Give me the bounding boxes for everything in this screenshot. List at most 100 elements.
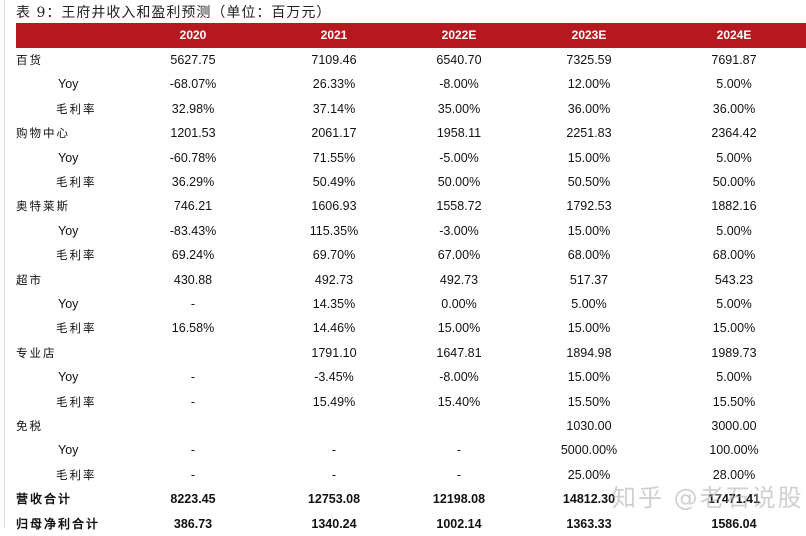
table-row: 超市 430.88 492.73 492.73 517.37 543.23 xyxy=(16,268,806,292)
table-cell: 25.00% xyxy=(567,467,611,482)
table-cell: 6540.70 xyxy=(436,53,482,67)
table-cell: - xyxy=(190,370,196,385)
table-cell: 15.50% xyxy=(712,394,756,409)
table-cell: - xyxy=(331,467,337,482)
table-row: Yoy - 14.35% 0.00% 5.00% 5.00% xyxy=(16,292,806,316)
table-cell: - xyxy=(190,394,196,409)
row-label: Yoy xyxy=(58,297,79,311)
left-border xyxy=(4,0,5,528)
row-label: 毛利率 xyxy=(56,467,97,482)
row-label: 毛利率 xyxy=(56,394,97,409)
row-label: 毛利率 xyxy=(56,175,97,189)
table-row: Yoy - -3.45% -8.00% 15.00% 5.00% xyxy=(16,365,806,389)
table-row: 毛利率 - 15.49% 15.40% 15.50% 15.50% xyxy=(16,390,806,414)
table-cell: 68.00% xyxy=(567,248,611,263)
column-header-2024e: 2024E xyxy=(716,28,752,42)
table-cell: -60.78% xyxy=(169,150,217,165)
table-cell: 1792.53 xyxy=(566,199,612,214)
table-cell: 50.49% xyxy=(312,175,356,189)
watermark: 知乎 @老石说股 xyxy=(612,484,804,512)
table-cell: 1340.24 xyxy=(311,516,357,531)
table-cell: 5.00% xyxy=(716,150,752,165)
table-cell: 1882.16 xyxy=(711,199,757,214)
table-cell: 50.00% xyxy=(437,175,481,189)
table-cell: 15.00% xyxy=(567,321,611,336)
table-cell: 1606.93 xyxy=(311,199,357,214)
table-cell: -5.00% xyxy=(439,150,479,165)
table-cell: 5.00% xyxy=(571,297,607,311)
table-cell: 5627.75 xyxy=(170,53,216,67)
table-cell: 36.29% xyxy=(171,175,215,189)
table-cell: - xyxy=(190,443,196,458)
table-cell: 15.49% xyxy=(312,394,356,409)
table-cell: 36.00% xyxy=(567,101,611,116)
column-header-2023e: 2023E xyxy=(571,28,607,42)
table-cell: 12.00% xyxy=(567,77,611,92)
row-label: 毛利率 xyxy=(56,101,97,116)
table-cell: 1558.72 xyxy=(436,199,482,214)
table-cell: 2251.83 xyxy=(566,126,612,141)
table-cell: 1958.11 xyxy=(436,126,482,141)
row-label: 营收合计 xyxy=(16,492,73,507)
row-label: 百货 xyxy=(16,53,43,67)
table-cell: 5.00% xyxy=(716,370,752,385)
table-cell: 430.88 xyxy=(173,272,213,287)
table-row: 专业店 1791.10 1647.81 1894.98 1989.73 xyxy=(16,341,806,365)
table-cell: 492.73 xyxy=(314,272,354,287)
table-cell: 1894.98 xyxy=(566,345,612,360)
row-label: Yoy xyxy=(58,150,79,165)
table-cell: - xyxy=(190,467,196,482)
table-cell: 32.98% xyxy=(171,101,215,116)
row-label: 免税 xyxy=(16,419,43,433)
table-cell: 50.00% xyxy=(712,175,756,189)
table-cell: - xyxy=(190,297,196,311)
table-cell: 12198.08 xyxy=(432,492,486,507)
table-cell: 15.00% xyxy=(567,223,611,238)
table-cell: 28.00% xyxy=(712,467,756,482)
table-row: Yoy -68.07% 26.33% -8.00% 12.00% 5.00% xyxy=(16,72,806,96)
row-label: 超市 xyxy=(16,272,43,287)
table-cell: - xyxy=(456,467,462,482)
table-cell: 37.14% xyxy=(312,101,356,116)
table-cell: - xyxy=(331,443,337,458)
table-cell: 517.37 xyxy=(569,272,609,287)
row-label: 毛利率 xyxy=(56,321,97,336)
table-row: 营收合计 8223.45 12753.08 12198.08 14812.30 17471… xyxy=(16,487,806,511)
table-cell: -83.43% xyxy=(169,223,217,238)
table-cell: 5.00% xyxy=(716,77,752,92)
table-cell: 2061.17 xyxy=(311,126,357,141)
table-cell: 2364.42 xyxy=(711,126,757,141)
table-cell: 16.58% xyxy=(171,321,215,336)
table-cell: 26.33% xyxy=(312,77,356,92)
table-cell: 543.23 xyxy=(714,272,754,287)
table-cell: 68.00% xyxy=(712,248,756,263)
table-cell: 69.24% xyxy=(171,248,215,263)
table-cell: 5.00% xyxy=(716,297,752,311)
table-cell: 1586.04 xyxy=(711,516,757,531)
table-row: Yoy -60.78% 71.55% -5.00% 15.00% 5.00% xyxy=(16,146,806,170)
table-cell: 1989.73 xyxy=(711,345,757,360)
row-label: 毛利率 xyxy=(56,248,97,263)
table-row: Yoy -83.43% 115.35% -3.00% 15.00% 5.00% xyxy=(16,219,806,243)
table-row: 百货 5627.75 7109.46 6540.70 7325.59 7691.87 xyxy=(16,48,806,72)
table-cell: 12753.08 xyxy=(307,492,361,507)
table-cell: -3.45% xyxy=(314,370,354,385)
table-cell: 1002.14 xyxy=(436,516,482,531)
table-cell: 69.70% xyxy=(312,248,356,263)
table-row: 毛利率 32.98% 37.14% 35.00% 36.00% 36.00% xyxy=(16,97,806,121)
table-cell: 386.73 xyxy=(173,516,213,531)
table-cell: 15.40% xyxy=(437,394,481,409)
table-row: 毛利率 16.58% 14.46% 15.00% 15.00% 15.00% xyxy=(16,316,806,340)
table-cell: -3.00% xyxy=(439,223,479,238)
table-cell: 1201.53 xyxy=(170,126,216,141)
table-row: 毛利率 36.29% 50.49% 50.00% 50.50% 50.00% xyxy=(16,170,806,194)
table-cell: 71.55% xyxy=(312,150,356,165)
table-cell: 0.00% xyxy=(441,297,477,311)
table-row: 归母净利合计 386.73 1340.24 1002.14 1363.33 1586.04 xyxy=(16,512,806,536)
table-cell: - xyxy=(456,443,462,458)
row-label: 购物中心 xyxy=(16,126,70,141)
table-cell: 115.35% xyxy=(309,223,359,238)
table-cell: 492.73 xyxy=(439,272,479,287)
table-cell: 1791.10 xyxy=(311,345,357,360)
table-row: 毛利率 69.24% 69.70% 67.00% 68.00% 68.00% xyxy=(16,243,806,267)
